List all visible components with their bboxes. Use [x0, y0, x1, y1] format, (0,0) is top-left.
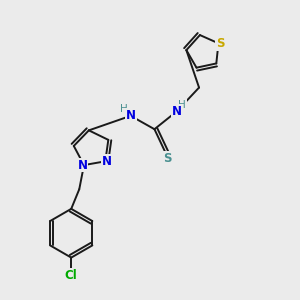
Text: N: N [77, 159, 88, 172]
Text: S: S [164, 152, 172, 164]
Text: S: S [216, 37, 224, 50]
Text: N: N [102, 155, 112, 168]
Text: H: H [120, 104, 128, 114]
Text: N: N [172, 105, 182, 118]
Text: H: H [178, 100, 186, 110]
Text: N: N [126, 109, 136, 122]
Text: Cl: Cl [65, 269, 78, 282]
